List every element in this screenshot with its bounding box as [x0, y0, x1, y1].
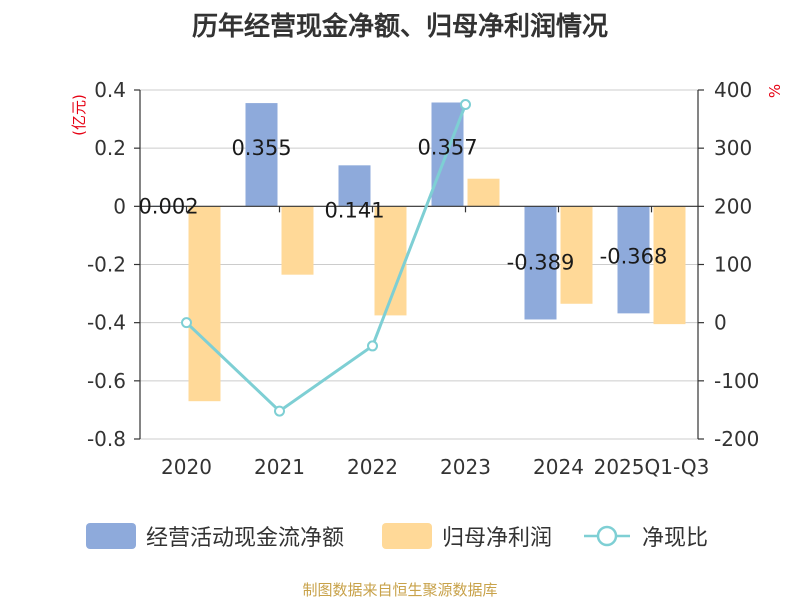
legend-label-net-profit: 归母净利润 [442, 526, 553, 551]
data-label-cashflow: 0.141 [324, 198, 384, 222]
right-axis-unit: % [766, 84, 784, 98]
bar-net-profit[interactable] [467, 178, 500, 207]
bar-cashflow[interactable] [245, 103, 278, 207]
x-axis-tick-label: 2024 [533, 455, 584, 479]
left-axis-tick-label: 0.4 [94, 78, 126, 102]
bar-net-profit[interactable] [560, 206, 593, 304]
bar-net-profit[interactable] [281, 206, 314, 275]
left-axis-tick-label: -0.4 [87, 311, 126, 335]
right-axis-tick-label: -100 [714, 369, 759, 393]
point-cash-ratio[interactable] [367, 340, 378, 352]
left-axis-unit: (亿元) [70, 94, 88, 136]
left-axis-tick-label: -0.6 [87, 369, 126, 393]
left-axis-tick-label: 0 [113, 194, 126, 218]
legend: 经营活动现金流净额 归母净利润 净现比 [0, 518, 800, 554]
legend-line-marker-icon [584, 525, 630, 547]
legend-item-cash-ratio[interactable]: 净现比 [582, 518, 708, 554]
chart-plot: 0.4 0.2 0 -0.2 -0.4 -0.6 -0.8 400 300 200 100 0 -100… [70, 78, 784, 479]
x-axis-tick-label: 2021 [254, 455, 305, 479]
x-axis-tick-label: 2022 [347, 455, 398, 479]
right-axis-tick-label: 400 [714, 78, 752, 102]
point-cash-ratio[interactable] [460, 99, 471, 111]
point-cash-ratio[interactable] [274, 405, 285, 417]
bar-cashflow[interactable] [338, 165, 371, 207]
legend-label-cash-ratio: 净现比 [642, 526, 709, 551]
legend-swatch-net-profit [382, 523, 432, 549]
source-note: 制图数据来自恒生聚源数据库 [302, 581, 498, 599]
x-axis-tick-label: 2023 [440, 455, 491, 479]
right-axis-tick-label: 300 [714, 136, 752, 160]
left-axis-tick-label: 0.2 [94, 136, 126, 160]
chart-title: 历年经营现金净额、归母净利润情况 [191, 12, 608, 42]
right-axis-tick-label: -200 [714, 427, 759, 451]
x-axis-tick-label: 2020 [161, 455, 212, 479]
bar-cashflow[interactable] [524, 206, 557, 320]
data-label-cashflow: 0.355 [231, 136, 291, 160]
line-cash-ratio [185, 104, 467, 414]
bar-net-profit[interactable] [188, 206, 221, 402]
data-label-cashflow: 0.357 [417, 136, 477, 160]
bar-cashflow[interactable] [617, 206, 650, 314]
legend-label-cashflow: 经营活动现金流净额 [146, 526, 345, 551]
x-axis-tick-label: 2025Q1-Q3 [594, 455, 710, 479]
left-axis-tick-label: -0.2 [87, 253, 126, 277]
right-axis-tick-label: 100 [714, 253, 752, 277]
point-cash-ratio[interactable] [181, 317, 192, 329]
legend-item-net-profit[interactable]: 归母净利润 [382, 518, 552, 554]
data-label-cashflow: -0.368 [600, 244, 668, 268]
left-axis-tick-label: -0.8 [87, 427, 126, 451]
data-label-cashflow: -0.389 [507, 250, 575, 274]
right-axis-tick-label: 0 [714, 311, 727, 335]
data-label-cashflow: 0.002 [138, 194, 198, 218]
right-axis-tick-label: 200 [714, 194, 752, 218]
bar-net-profit[interactable] [653, 206, 686, 325]
legend-swatch-cashflow [86, 523, 136, 549]
legend-item-cashflow[interactable]: 经营活动现金流净额 [86, 518, 344, 554]
